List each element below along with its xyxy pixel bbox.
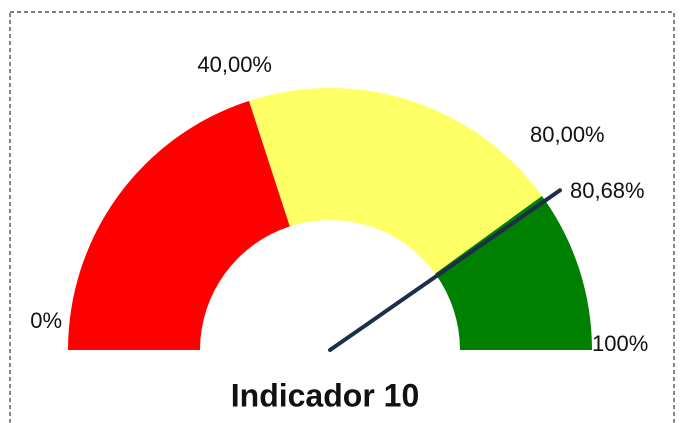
tick-label: 0%	[30, 308, 62, 333]
tick-label: 100%	[592, 331, 648, 356]
needle	[328, 188, 562, 352]
frame	[9, 11, 675, 423]
chart-title: Indicador 10	[231, 377, 420, 413]
tick-label: 40,00%	[197, 52, 272, 77]
gauge-band	[435, 196, 592, 350]
needle-label: 80,68%	[570, 178, 645, 203]
tick-label: 80,00%	[530, 122, 605, 147]
gauge-band	[68, 100, 290, 350]
gauge-band	[249, 88, 542, 274]
